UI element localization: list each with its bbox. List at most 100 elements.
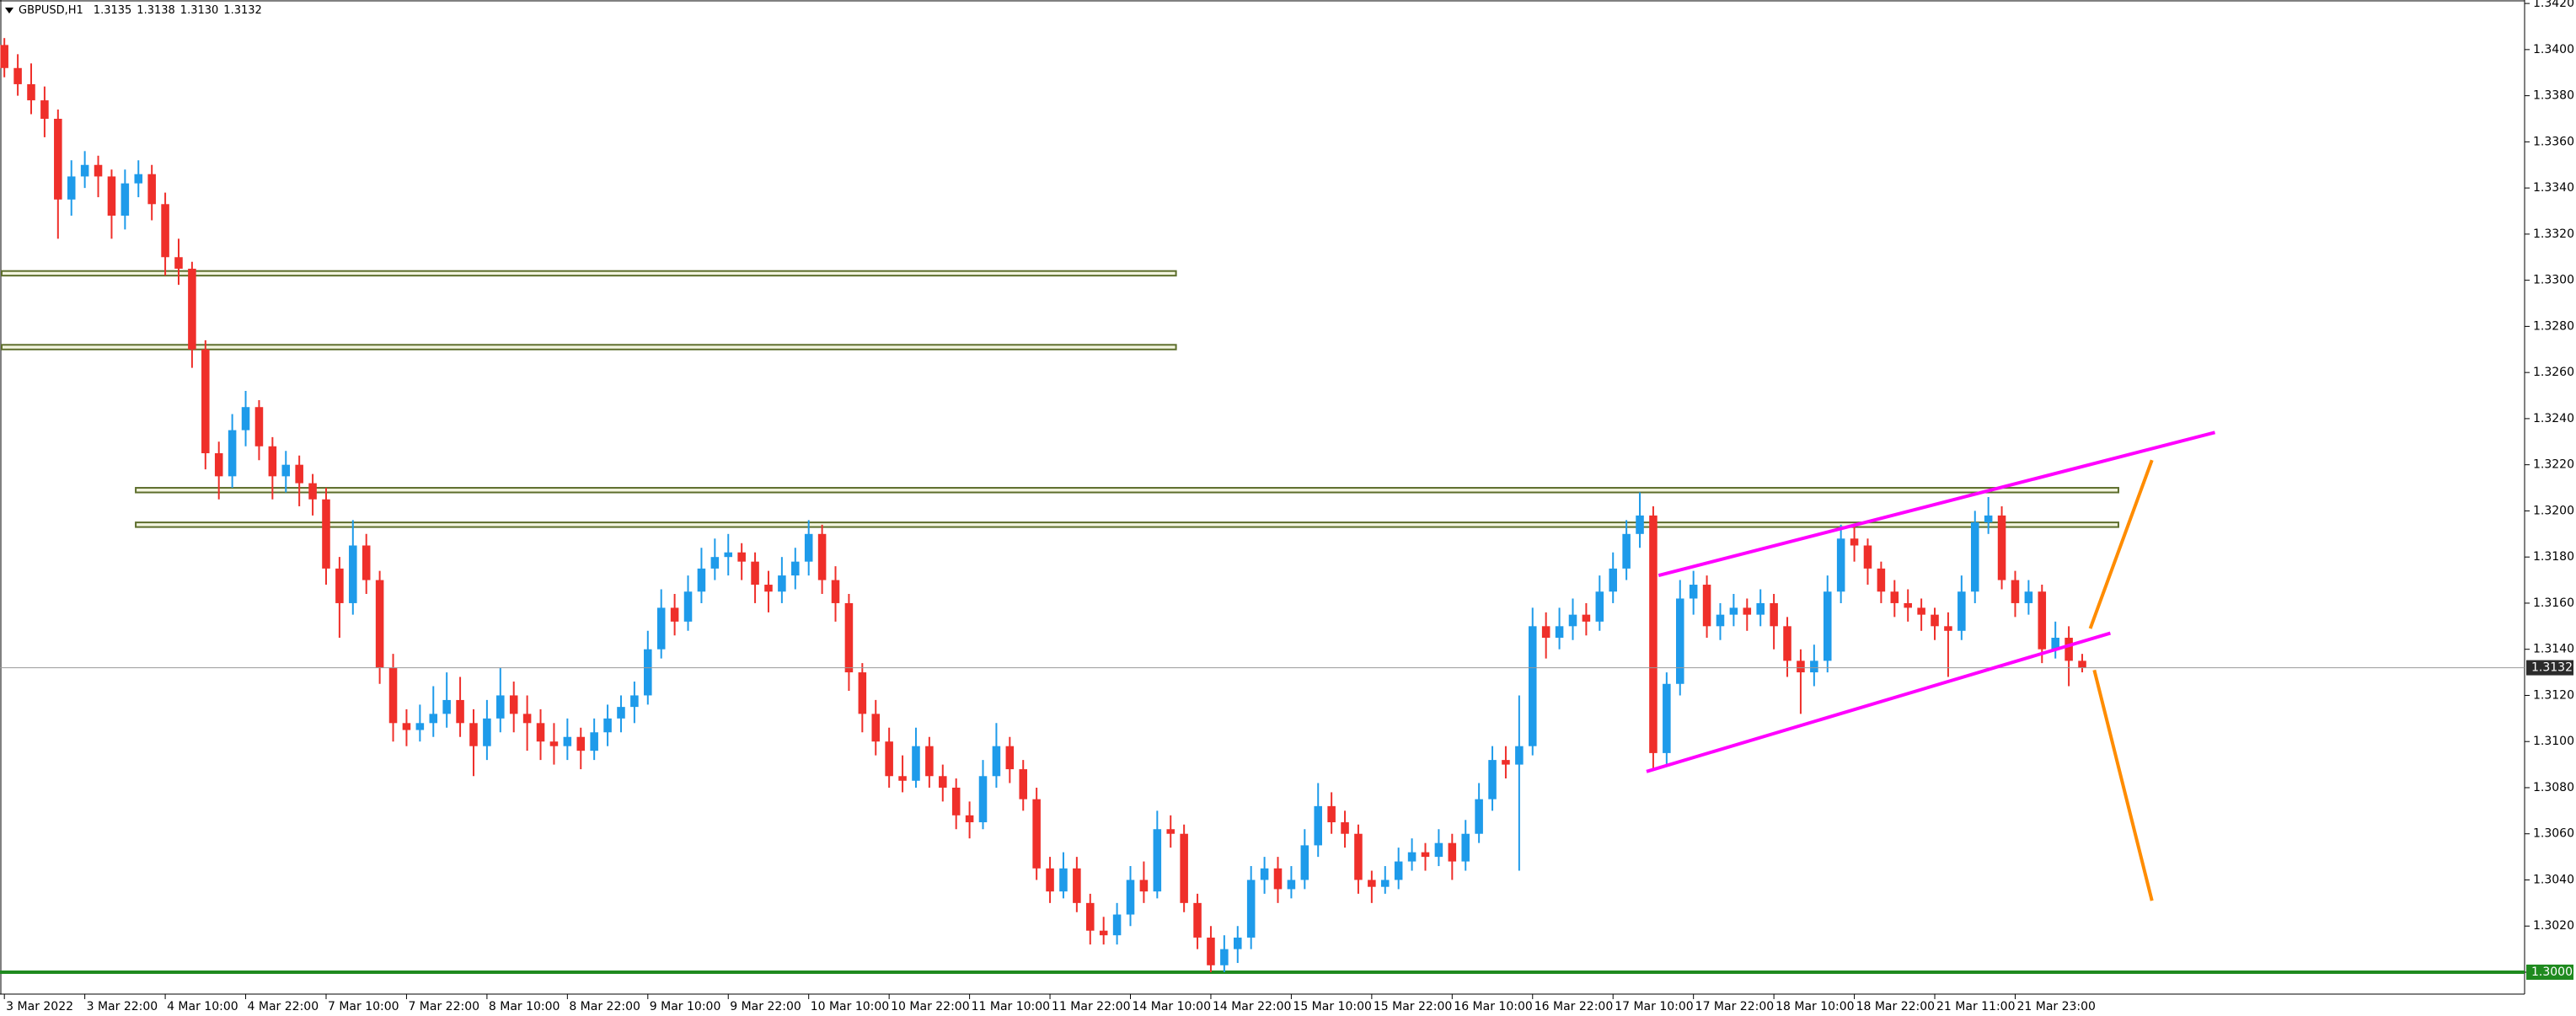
candle-body [1797, 660, 1805, 673]
candle-body [2051, 638, 2059, 650]
candle-body [40, 100, 49, 119]
candle-body [683, 591, 693, 622]
low-label: 1.3130 [180, 4, 219, 17]
candle-body [1783, 626, 1791, 661]
x-tick-label: 8 Mar 10:00 [489, 1000, 560, 1013]
y-tick-label: 1.3360 [2533, 135, 2574, 148]
candle-body [254, 407, 264, 447]
x-tick-label: 3 Mar 2022 [6, 1000, 73, 1013]
candle-body [697, 568, 706, 592]
y-tick-label: 1.3400 [2533, 43, 2574, 56]
candle-body [241, 407, 250, 430]
candle-body [107, 176, 116, 216]
candle-body [1354, 833, 1363, 880]
candle-body [147, 174, 156, 205]
candle-body [1314, 805, 1322, 846]
candle-body [1944, 626, 1952, 631]
support-box [2526, 964, 2573, 980]
candle-body [1246, 880, 1256, 938]
candle-body [442, 699, 451, 714]
close-label: 1.3132 [223, 4, 262, 17]
candle-body [885, 741, 893, 777]
support-box-label: 1.3000 [2531, 965, 2573, 979]
x-tick-label: 10 Mar 22:00 [891, 1000, 969, 1013]
high-label: 1.3138 [137, 4, 175, 17]
candle-body [201, 349, 210, 453]
candle-body [1234, 937, 1242, 949]
candle-body [1649, 515, 1658, 753]
y-tick-label: 1.3380 [2533, 89, 2574, 103]
x-tick-label: 21 Mar 23:00 [2016, 1000, 2095, 1013]
x-tick-label: 4 Mar 22:00 [248, 1000, 319, 1013]
candle-body [1207, 937, 1215, 965]
x-tick-label: 7 Mar 10:00 [328, 1000, 399, 1013]
menu-arrow[interactable] [5, 8, 13, 13]
candle-body [1380, 880, 1390, 887]
candle-body [1086, 902, 1095, 931]
candle-body [549, 741, 559, 746]
zone [1, 344, 1177, 350]
candle-body [496, 695, 505, 719]
candle-body [0, 45, 8, 68]
candle-body [617, 707, 625, 719]
y-tick-label: 1.3140 [2533, 643, 2574, 656]
candle-body [1850, 538, 1859, 546]
candle-body [483, 718, 491, 746]
candle-body [965, 815, 974, 823]
candle-body [1407, 852, 1417, 862]
y-tick-label: 1.3040 [2533, 873, 2574, 886]
candle-body [322, 499, 330, 569]
x-tick-label: 17 Mar 10:00 [1615, 1000, 1693, 1013]
x-tick-label: 10 Mar 10:00 [811, 1000, 889, 1013]
y-tick-label: 1.3220 [2533, 458, 2574, 472]
candle-body [603, 718, 612, 733]
y-tick-label: 1.3280 [2533, 319, 2574, 333]
candle-body [1756, 602, 1765, 615]
candle-body [134, 174, 143, 184]
candle-body [576, 736, 586, 751]
candle-body [1260, 868, 1269, 880]
candle-body [1890, 591, 1899, 603]
candle-body [80, 164, 89, 177]
candle-body [1059, 868, 1068, 892]
x-tick-label: 16 Mar 22:00 [1534, 1000, 1613, 1013]
candle-body [1877, 568, 1886, 592]
candle-body [858, 672, 867, 714]
candle-body [1702, 585, 1711, 627]
trend-line [2088, 459, 2154, 629]
candle-body [1810, 660, 1818, 673]
candle-body [817, 533, 827, 580]
x-tick-label: 3 Mar 22:00 [87, 1000, 158, 1013]
candle-body [1421, 852, 1430, 858]
candle-body [844, 602, 854, 673]
candle-body [27, 83, 35, 101]
y-tick-label: 1.3240 [2533, 412, 2574, 425]
candle-body [1475, 799, 1483, 834]
candle-body [1595, 591, 1604, 622]
candle-body [536, 723, 545, 742]
candle-body [188, 268, 196, 350]
candle-body [925, 746, 934, 777]
candle-body [1300, 845, 1309, 880]
candle-body [644, 649, 652, 696]
candle-body [898, 776, 907, 781]
candle-body [670, 607, 679, 622]
candle-body [951, 787, 961, 815]
candle-body [1180, 833, 1188, 903]
candle-body [656, 607, 666, 650]
candle-body [214, 452, 223, 477]
candle-body [1917, 607, 1925, 615]
candle-body [778, 575, 786, 592]
candle-body [1166, 829, 1176, 834]
candle-body [1287, 880, 1296, 890]
candle-body [1005, 746, 1015, 770]
candle-body [1515, 746, 1524, 765]
y-tick-label: 1.3260 [2533, 366, 2574, 379]
candle-body [710, 557, 720, 569]
candle-body [1434, 842, 1443, 858]
candle-body [563, 736, 572, 746]
candle-body [1770, 602, 1778, 627]
open-label: 1.3135 [94, 4, 132, 17]
